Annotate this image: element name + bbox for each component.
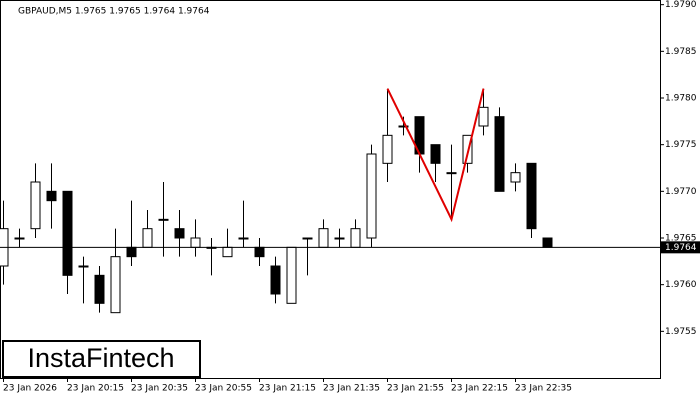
candle-body (254, 246, 265, 258)
logo: InstaFintech (27, 343, 174, 373)
y-tick-label: 1.9765 (665, 234, 697, 244)
candle-body (94, 274, 105, 304)
candle-body (462, 134, 473, 164)
current-price-box (661, 241, 700, 254)
x-tick-label: 23 Jan 20:55 (195, 384, 252, 394)
plot-frame (0, 0, 661, 379)
candle-body (110, 256, 121, 314)
candle-body (366, 153, 377, 239)
y-tick-label: 1.9755 (665, 327, 697, 337)
x-tick-label: 23 Jan 20:15 (67, 384, 124, 394)
candle-body (142, 228, 153, 248)
candle-body (446, 172, 457, 175)
x-tick-label: 23 Jan 22:15 (451, 384, 508, 394)
y-tick-label: 1.9790 (665, 0, 697, 10)
candle-body (46, 190, 57, 202)
candle-body (318, 228, 329, 248)
x-tick-label: 23 Jan 21:15 (259, 384, 316, 394)
pattern-line (386, 88, 485, 223)
candle-body (126, 246, 137, 258)
y-tick-label: 1.9775 (665, 140, 697, 150)
candle-body (334, 237, 345, 240)
candle-body (478, 106, 489, 127)
candle-body (542, 237, 553, 248)
candle-body (494, 116, 505, 192)
candle-body (174, 228, 185, 239)
y-tick-label: 1.9780 (665, 94, 697, 104)
x-tick-label: 23 Jan 2026 (3, 384, 57, 394)
logo-box (2, 340, 201, 378)
current-price-label: 1.9764 (665, 243, 697, 253)
candle-body (382, 134, 393, 164)
x-tick-label: 23 Jan 21:35 (323, 384, 380, 394)
x-tick-label: 23 Jan 22:35 (515, 384, 572, 394)
candle-body (158, 218, 169, 221)
y-tick-label: 1.9785 (665, 47, 697, 57)
candle-body (430, 144, 441, 164)
y-tick-label: 1.9770 (665, 187, 697, 197)
candle-body (398, 125, 409, 128)
x-tick-label: 23 Jan 21:55 (387, 384, 444, 394)
candle-body (526, 162, 537, 230)
candle-body (62, 190, 73, 276)
chart-title: GBPAUD,M5 1.9765 1.9765 1.9764 1.9764 (18, 7, 210, 17)
candle-body (78, 265, 89, 268)
candle-body (270, 265, 281, 295)
candle-body (238, 237, 249, 240)
candle-body (510, 172, 521, 183)
candle-body (302, 237, 313, 240)
candle-body (190, 237, 201, 248)
candle-body (30, 181, 41, 230)
candle-body (350, 228, 361, 248)
x-tick-label: 23 Jan 20:35 (131, 384, 188, 394)
y-tick-label: 1.9760 (665, 280, 697, 290)
candle-body (286, 246, 297, 304)
candle-body (14, 237, 25, 240)
candle-body (222, 246, 233, 258)
